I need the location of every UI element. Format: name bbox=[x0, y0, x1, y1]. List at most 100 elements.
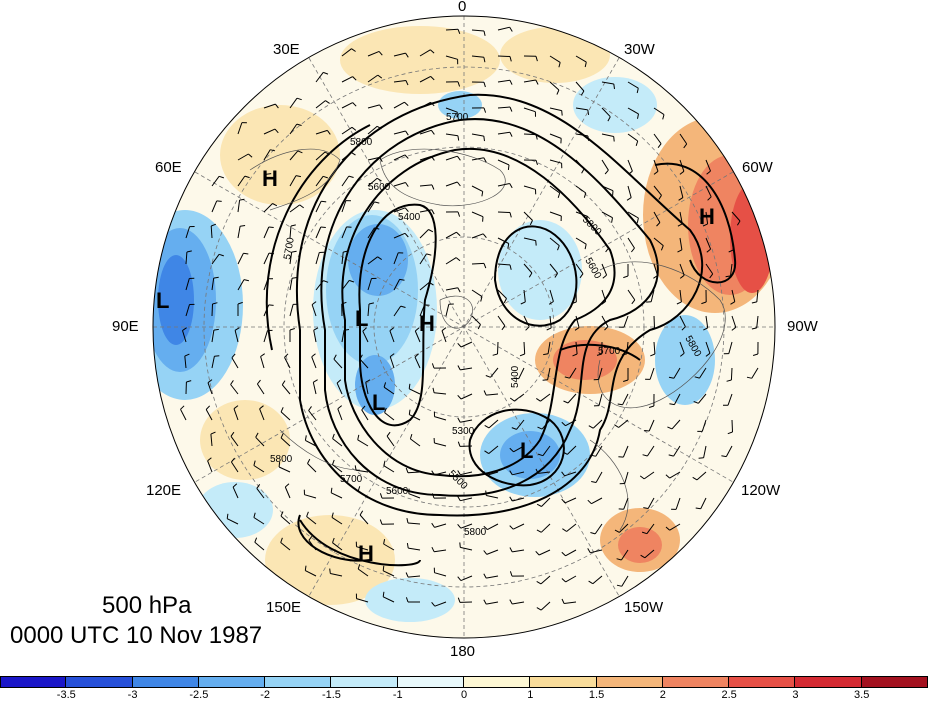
wind-barb bbox=[205, 409, 213, 421]
wind-barb bbox=[226, 518, 239, 525]
wind-barb-flag bbox=[501, 325, 506, 331]
wind-barb-flag bbox=[623, 379, 629, 382]
wind-barb-flag bbox=[509, 264, 512, 270]
colorbar-tick-label: -2 bbox=[260, 689, 271, 701]
wind-barb bbox=[751, 367, 759, 379]
wind-barb-flag bbox=[561, 578, 566, 583]
wind-barb-flag bbox=[216, 200, 222, 202]
wind-barb-flag bbox=[557, 192, 561, 198]
wind-barb bbox=[367, 125, 378, 135]
wind-barb bbox=[497, 106, 511, 109]
wind-barb bbox=[207, 382, 213, 395]
wind-barb-flag bbox=[357, 486, 361, 492]
wind-barb bbox=[512, 549, 525, 553]
wind-barb-flag bbox=[584, 244, 587, 250]
wind-barb-flag bbox=[694, 376, 700, 379]
wind-barb-flag bbox=[274, 128, 279, 134]
wind-barb bbox=[647, 497, 655, 509]
wind-barb bbox=[538, 471, 551, 474]
wind-barb-flag bbox=[456, 155, 461, 161]
wind-barb bbox=[315, 252, 320, 265]
wind-barb-flag bbox=[313, 379, 318, 383]
wind-barb-flag bbox=[679, 274, 685, 279]
wind-barb bbox=[575, 341, 578, 355]
wind-barb-flag bbox=[457, 29, 461, 34]
wind-barb-flag bbox=[587, 499, 592, 505]
wind-barb bbox=[673, 445, 681, 457]
wind-barb-flag bbox=[584, 61, 587, 68]
wind-barb-flag bbox=[230, 380, 234, 385]
wind-barb bbox=[523, 315, 530, 328]
wind-barb-flag bbox=[430, 130, 435, 135]
wind-barb bbox=[549, 55, 561, 63]
wind-barb bbox=[256, 488, 265, 499]
colorbar-swatch bbox=[530, 676, 597, 688]
wind-barb-flag bbox=[644, 430, 650, 432]
wind-barb bbox=[445, 28, 459, 31]
lon-label-120e: 120E bbox=[146, 482, 182, 499]
wind-barb bbox=[211, 356, 215, 369]
wind-barb-flag bbox=[668, 376, 675, 379]
wind-barb bbox=[731, 289, 736, 302]
wind-barb bbox=[311, 356, 317, 369]
wind-barb-flag bbox=[322, 175, 328, 179]
wind-barb bbox=[445, 133, 458, 137]
wind-barb-flag bbox=[613, 83, 615, 90]
wind-barb-flag bbox=[344, 329, 350, 331]
wind-barb bbox=[419, 253, 427, 265]
wind-barb bbox=[434, 442, 447, 447]
wind-barb bbox=[393, 80, 406, 83]
wind-barb bbox=[393, 101, 405, 109]
wind-barb-flag bbox=[329, 568, 331, 574]
wind-barb-flag bbox=[509, 571, 513, 577]
wind-barb-flag bbox=[542, 379, 548, 381]
pressure-level-title: 500 hPa bbox=[102, 592, 192, 619]
wind-barb bbox=[312, 382, 317, 395]
wind-barb bbox=[253, 517, 265, 525]
wind-barb-flag bbox=[296, 123, 302, 126]
wind-barb bbox=[486, 393, 499, 396]
wind-barb-flag bbox=[643, 507, 649, 509]
wind-barb-flag bbox=[244, 175, 250, 179]
wind-barb bbox=[280, 515, 291, 525]
wind-barb-flag bbox=[268, 226, 274, 228]
wind-barb bbox=[497, 79, 510, 83]
wind-barb-flag bbox=[509, 599, 513, 605]
wind-barb-flag bbox=[509, 212, 512, 218]
wind-barb bbox=[393, 207, 406, 213]
wind-barb bbox=[627, 185, 632, 198]
wind-barb bbox=[408, 575, 421, 578]
wind-barb bbox=[419, 101, 431, 109]
wind-barb-flag bbox=[280, 511, 284, 517]
wind-barb bbox=[445, 155, 458, 161]
wind-barb-flag bbox=[480, 296, 483, 302]
contour-label: 5800 bbox=[270, 454, 293, 465]
wind-barb-flag bbox=[706, 170, 711, 175]
wind-barb bbox=[575, 107, 588, 111]
wind-barb-flag bbox=[211, 223, 217, 227]
wind-barb-flag bbox=[268, 252, 275, 255]
wind-barb bbox=[575, 211, 588, 217]
wind-barb bbox=[622, 445, 629, 458]
wind-barb-flag bbox=[650, 353, 656, 357]
wind-barb bbox=[653, 237, 664, 246]
wind-barb-flag bbox=[626, 197, 632, 201]
wind-barb bbox=[673, 393, 681, 405]
wind-barb-flag bbox=[320, 226, 326, 228]
low-marker: L bbox=[355, 306, 368, 331]
wind-barb-flag bbox=[535, 468, 539, 474]
wind-barb bbox=[419, 75, 431, 83]
wind-barb-flag bbox=[509, 79, 513, 85]
wind-barb-flag bbox=[676, 301, 682, 305]
wind-barb bbox=[756, 315, 759, 328]
wind-barb-flag bbox=[581, 168, 585, 174]
wind-barb bbox=[237, 122, 243, 135]
wind-barb-flag bbox=[332, 459, 335, 465]
wind-barb-flag bbox=[231, 353, 236, 359]
wind-barb-flag bbox=[693, 401, 699, 404]
wind-barb bbox=[434, 392, 447, 395]
wind-barb-flag bbox=[483, 573, 487, 579]
wind-barb-flag bbox=[456, 231, 461, 237]
wind-barb-flag bbox=[483, 30, 486, 36]
wind-barb-flag bbox=[426, 253, 432, 256]
